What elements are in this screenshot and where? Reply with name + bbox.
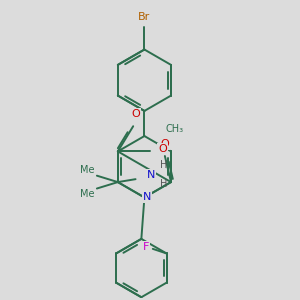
Text: H: H (160, 179, 167, 189)
Text: Me: Me (80, 189, 95, 199)
Text: Br: Br (138, 12, 151, 22)
Text: N: N (147, 170, 155, 180)
Text: H: H (160, 160, 167, 170)
Text: N: N (143, 192, 152, 203)
Text: Me: Me (80, 165, 95, 175)
Text: CH₃: CH₃ (165, 124, 184, 134)
Text: F: F (142, 242, 149, 252)
Text: O: O (158, 144, 167, 154)
Text: O: O (132, 109, 140, 119)
Text: O: O (160, 139, 169, 149)
